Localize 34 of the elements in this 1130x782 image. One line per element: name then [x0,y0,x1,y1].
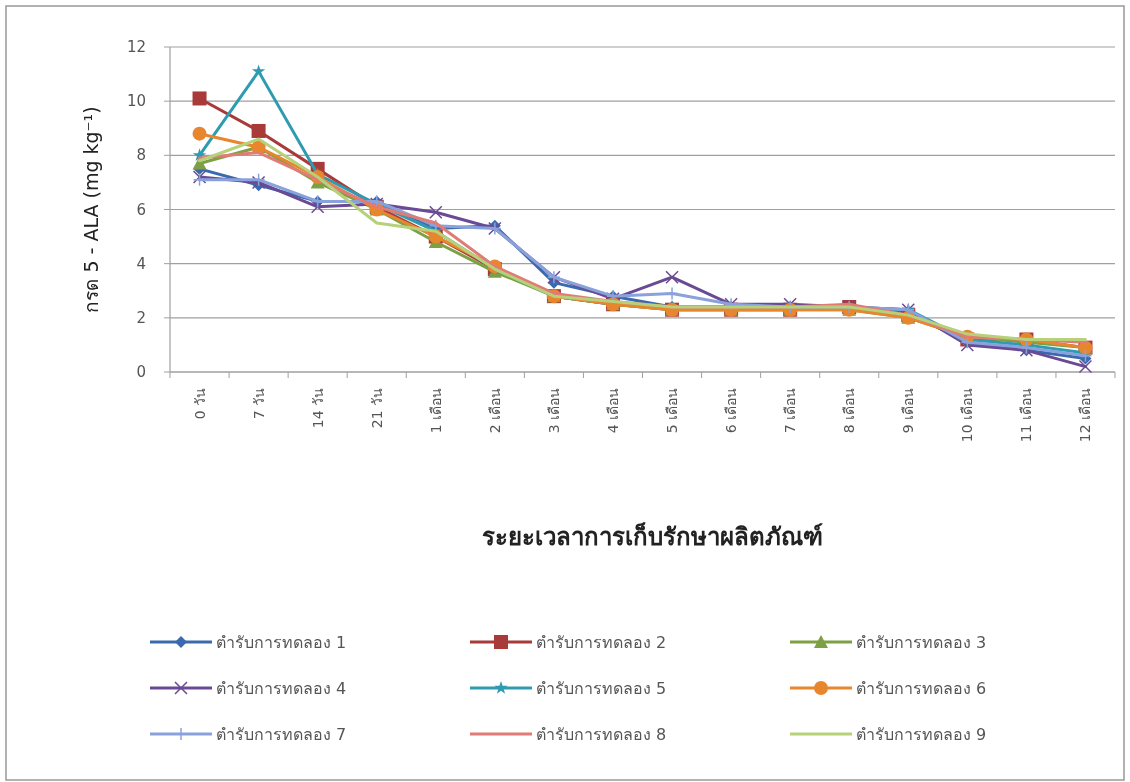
y-tick-label: 0 [136,363,146,381]
y-axis-title: กรด 5 - ALA (mg kg⁻¹) [80,106,102,313]
y-tick-label: 4 [136,254,146,273]
x-tick-label: 6 เดือน [723,388,740,434]
x-tick-label: 5 เดือน [664,388,681,434]
y-tick-label: 10 [126,92,146,111]
x-tick-label: 12 เดือน [1077,388,1094,443]
x-tick-label: 2 เดือน [486,388,503,434]
x-tick-label: 21 วัน [368,388,385,429]
legend-label: ตำรับการทดลอง 8 [536,725,667,744]
x-tick-label: 9 เดือน [900,388,917,434]
x-tick-label: 3 เดือน [545,388,562,434]
y-tick-label: 12 [126,38,146,56]
x-tick-label: 8 เดือน [841,388,858,434]
legend-label: ตำรับการทดลอง 4 [216,679,347,698]
x-tick-label: 0 วัน [191,388,208,420]
legend-label: ตำรับการทดลอง 1 [216,633,347,652]
x-tick-label: 1 เดือน [427,388,444,434]
x-tick-label: 4 เดือน [604,388,621,434]
x-axis-title: ระยะเวลาการเก็บรักษาผลิตภัณฑ์ [482,522,823,551]
x-tick-label: 14 วัน [309,388,326,429]
legend-label: ตำรับการทดลอง 5 [536,679,667,698]
y-tick-label: 6 [136,200,146,219]
x-tick-label: 11 เดือน [1018,388,1035,443]
x-tick-label: 7 เดือน [782,388,799,434]
legend-label: ตำรับการทดลอง 6 [856,679,987,698]
y-tick-label: 2 [136,308,146,327]
x-tick-label: 7 วัน [250,388,267,420]
legend-label: ตำรับการทดลอง 7 [216,725,347,744]
legend-label: ตำรับการทดลอง 3 [856,633,987,652]
legend-label: ตำรับการทดลอง 9 [856,725,987,744]
x-tick-label: 10 เดือน [959,388,976,443]
legend-label: ตำรับการทดลอง 2 [536,633,667,652]
y-tick-label: 8 [136,146,146,165]
